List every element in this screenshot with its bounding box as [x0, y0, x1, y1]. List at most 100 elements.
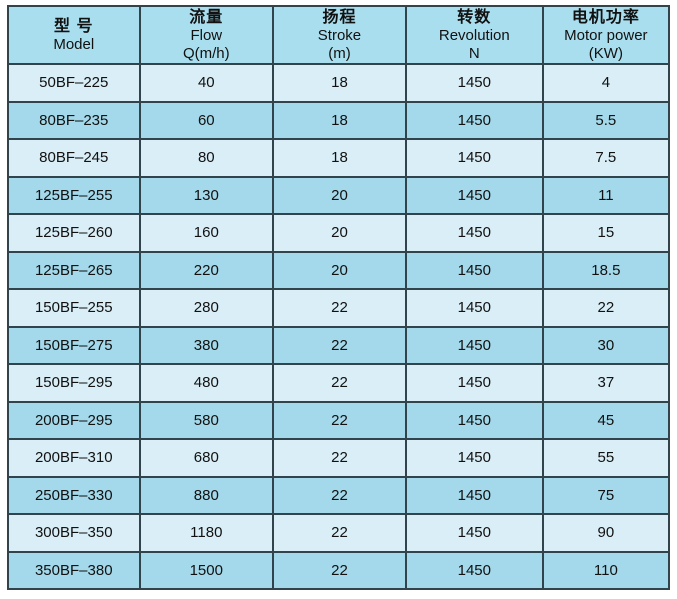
cell-flow: 130	[138, 175, 275, 215]
cell-revolution: 1450	[404, 363, 544, 403]
cell-model: 125BF–265	[7, 250, 141, 290]
cell-revolution: 1450	[404, 100, 544, 140]
cell-revolution: 1450	[404, 288, 544, 328]
cell-motor_power: 22	[541, 288, 671, 328]
cell-motor_power: 37	[541, 363, 671, 403]
cell-model: 50BF–225	[7, 63, 141, 103]
cell-flow: 160	[138, 213, 275, 253]
column-header-stroke: 扬程 Stroke (m)	[272, 5, 407, 65]
column-header-model: 型 号 Model	[7, 5, 141, 65]
cell-motor_power: 15	[541, 213, 671, 253]
cell-flow: 380	[138, 325, 275, 365]
cell-revolution: 1450	[404, 250, 544, 290]
column-title-en: Revolution	[438, 26, 510, 44]
cell-motor_power: 18.5	[541, 250, 671, 290]
cell-revolution: 1450	[404, 475, 544, 515]
column-title-zh: 型 号	[54, 17, 94, 35]
cell-stroke: 22	[272, 288, 407, 328]
cell-flow: 480	[138, 363, 275, 403]
cell-revolution: 1450	[404, 325, 544, 365]
cell-model: 300BF–350	[7, 513, 141, 553]
cell-stroke: 18	[272, 63, 407, 103]
cell-model: 80BF–245	[7, 138, 141, 178]
column-unit: (m)	[328, 44, 351, 62]
cell-flow: 60	[138, 100, 275, 140]
cell-flow: 1180	[138, 513, 275, 553]
cell-stroke: 22	[272, 400, 407, 440]
column-title-en: Model	[53, 35, 95, 53]
cell-flow: 1500	[138, 550, 275, 590]
cell-stroke: 20	[272, 213, 407, 253]
cell-model: 125BF–255	[7, 175, 141, 215]
cell-model: 150BF–255	[7, 288, 141, 328]
cell-flow: 220	[138, 250, 275, 290]
table-row: 80BF–235 60 18 1450 5.5	[7, 100, 671, 140]
table-row: 125BF–265 220 20 1450 18.5	[7, 250, 671, 290]
table-body: 50BF–225 40 18 1450 4 80BF–235 60 18 1450 5.5 80BF…	[7, 63, 671, 590]
cell-revolution: 1450	[404, 138, 544, 178]
cell-model: 200BF–310	[7, 438, 141, 478]
column-unit: Q(m/h)	[182, 44, 230, 62]
cell-model: 80BF–235	[7, 100, 141, 140]
cell-motor_power: 45	[541, 400, 671, 440]
cell-stroke: 22	[272, 475, 407, 515]
cell-motor_power: 75	[541, 475, 671, 515]
column-title-en: Stroke	[317, 26, 362, 44]
column-unit: (KW)	[588, 44, 623, 62]
cell-motor_power: 110	[541, 550, 671, 590]
cell-flow: 580	[138, 400, 275, 440]
cell-model: 125BF–260	[7, 213, 141, 253]
header-row: 型 号 Model 流量 Flow Q(m/h) 扬程 Stroke (m) 转数 Revolut…	[7, 5, 671, 65]
cell-flow: 680	[138, 438, 275, 478]
cell-model: 150BF–275	[7, 325, 141, 365]
column-header-revolution: 转数 Revolution N	[404, 5, 544, 65]
cell-revolution: 1450	[404, 63, 544, 103]
cell-stroke: 22	[272, 550, 407, 590]
column-header-flow: 流量 Flow Q(m/h)	[138, 5, 275, 65]
cell-motor_power: 55	[541, 438, 671, 478]
table-row: 200BF–295 580 22 1450 45	[7, 400, 671, 440]
column-unit: N	[468, 44, 480, 62]
cell-revolution: 1450	[404, 438, 544, 478]
cell-revolution: 1450	[404, 550, 544, 590]
cell-motor_power: 30	[541, 325, 671, 365]
cell-model: 200BF–295	[7, 400, 141, 440]
cell-motor_power: 5.5	[541, 100, 671, 140]
pump-spec-table: 型 号 Model 流量 Flow Q(m/h) 扬程 Stroke (m) 转数 Revolut…	[7, 5, 671, 590]
cell-stroke: 22	[272, 513, 407, 553]
pump-spec-table-container: 型 号 Model 流量 Flow Q(m/h) 扬程 Stroke (m) 转数 Revolut…	[7, 5, 671, 590]
cell-revolution: 1450	[404, 513, 544, 553]
cell-stroke: 22	[272, 438, 407, 478]
column-title-zh: 扬程	[322, 8, 357, 26]
table-row: 50BF–225 40 18 1450 4	[7, 63, 671, 103]
table-header: 型 号 Model 流量 Flow Q(m/h) 扬程 Stroke (m) 转数 Revolut…	[7, 5, 671, 65]
column-title-zh: 转数	[457, 8, 492, 26]
table-row: 350BF–380 1500 22 1450 110	[7, 550, 671, 590]
cell-flow: 80	[138, 138, 275, 178]
cell-stroke: 18	[272, 100, 407, 140]
table-row: 150BF–295 480 22 1450 37	[7, 363, 671, 403]
cell-stroke: 22	[272, 363, 407, 403]
cell-revolution: 1450	[404, 213, 544, 253]
table-row: 125BF–255 130 20 1450 11	[7, 175, 671, 215]
table-row: 80BF–245 80 18 1450 7.5	[7, 138, 671, 178]
table-row: 125BF–260 160 20 1450 15	[7, 213, 671, 253]
cell-stroke: 20	[272, 250, 407, 290]
column-title-en: Motor power	[564, 26, 648, 44]
cell-stroke: 18	[272, 138, 407, 178]
column-header-motor_power: 电机功率 Motor power (KW)	[541, 5, 671, 65]
cell-motor_power: 11	[541, 175, 671, 215]
table-row: 300BF–350 1180 22 1450 90	[7, 513, 671, 553]
cell-flow: 280	[138, 288, 275, 328]
cell-motor_power: 90	[541, 513, 671, 553]
table-row: 200BF–310 680 22 1450 55	[7, 438, 671, 478]
cell-flow: 40	[138, 63, 275, 103]
cell-model: 350BF–380	[7, 550, 141, 590]
cell-revolution: 1450	[404, 175, 544, 215]
column-title-zh: 电机功率	[571, 8, 640, 26]
cell-stroke: 20	[272, 175, 407, 215]
column-title-en: Flow	[190, 26, 223, 44]
column-title-zh: 流量	[189, 8, 224, 26]
table-row: 150BF–255 280 22 1450 22	[7, 288, 671, 328]
cell-motor_power: 7.5	[541, 138, 671, 178]
